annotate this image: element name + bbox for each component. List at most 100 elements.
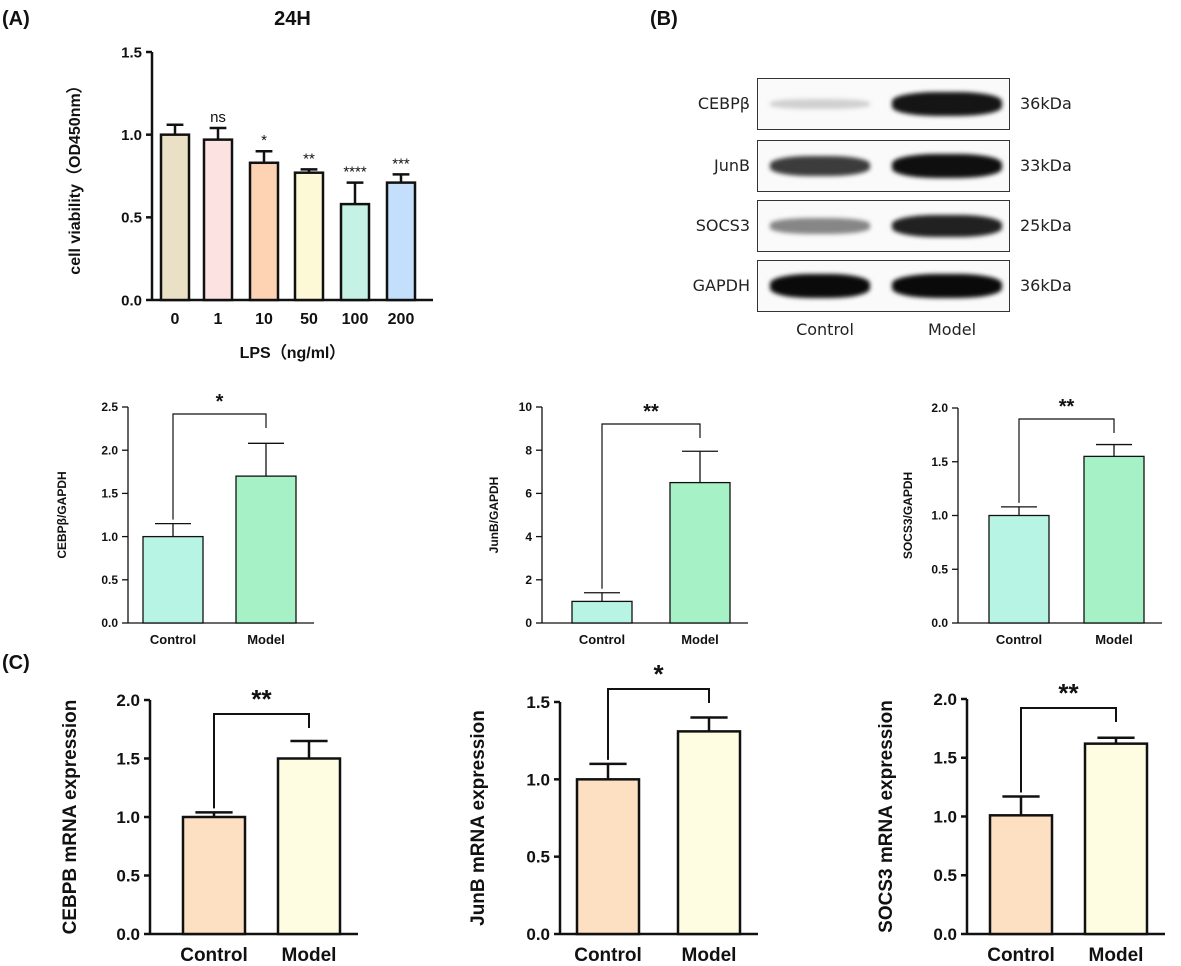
bar — [669, 481, 731, 624]
y-axis-label: SOCS3 mRNA expression — [876, 700, 897, 933]
significance-label: ** — [303, 150, 315, 167]
significance-label: * — [216, 391, 224, 413]
blot-band — [892, 274, 1002, 298]
y-tick-label: 0.5 — [931, 562, 948, 576]
y-tick-label: 1.0 — [101, 530, 118, 544]
y-tick-label: 0.5 — [121, 210, 142, 227]
y-tick-label: 2.0 — [116, 691, 140, 710]
significance-bracket — [1020, 707, 1117, 793]
bar — [159, 133, 191, 302]
blot-protein-label: SOCS3 — [695, 216, 750, 235]
category-label: 100 — [342, 311, 369, 328]
category-label: Control — [574, 945, 642, 966]
bar — [1083, 455, 1145, 624]
significance-label: ** — [251, 684, 272, 714]
bar — [988, 814, 1054, 936]
blot-band — [770, 99, 870, 109]
blot-lane-label: Control — [796, 320, 854, 339]
y-tick-label: 2 — [525, 573, 532, 587]
category-label: Control — [996, 632, 1042, 647]
y-axis-label: JunB mRNA expression — [468, 710, 489, 926]
y-tick-label: 2.0 — [931, 401, 948, 415]
y-tick-label: 0.5 — [101, 573, 118, 587]
y-tick-label: 1.0 — [121, 127, 142, 144]
panel-label-b: (B) — [650, 8, 678, 30]
bar — [248, 161, 280, 302]
blot-band — [770, 155, 870, 177]
blot-band — [770, 218, 870, 234]
significance-label: ** — [1059, 396, 1075, 418]
category-label: 1 — [214, 311, 223, 328]
blot-band — [892, 214, 1002, 238]
significance-label: * — [653, 659, 664, 689]
significance-label: * — [261, 132, 267, 149]
y-tick-label: 2.0 — [101, 443, 118, 457]
chart-title: 24H — [274, 8, 311, 30]
panel-label-a: (A) — [2, 8, 30, 30]
y-tick-label: 0.5 — [526, 848, 550, 867]
y-tick-label: 2.0 — [933, 690, 957, 709]
y-tick-label: 1.0 — [933, 807, 957, 826]
y-tick-label: 0.0 — [931, 616, 948, 630]
category-label: 0 — [171, 311, 180, 328]
category-label: Model — [247, 632, 285, 647]
y-tick-label: 8 — [525, 443, 532, 457]
y-tick-label: 1.5 — [933, 749, 957, 768]
significance-bracket — [1018, 418, 1115, 503]
category-label: Control — [987, 945, 1055, 966]
blot-kda-label: 25kDa — [1020, 216, 1072, 235]
significance-label: **** — [343, 164, 367, 181]
blot-band-box — [757, 140, 1010, 192]
y-tick-label: 1.5 — [931, 455, 948, 469]
category-label: Model — [282, 945, 337, 966]
category-label: 10 — [255, 311, 273, 328]
significance-label: ns — [210, 109, 226, 126]
blot-protein-label: JunB — [714, 156, 750, 175]
blot-kda-label: 33kDa — [1020, 156, 1072, 175]
y-tick-label: 0 — [525, 616, 532, 630]
y-tick-label: 0.0 — [526, 925, 550, 944]
y-tick-label: 1.5 — [526, 693, 550, 712]
significance-bracket — [172, 413, 267, 520]
chart-b2: 0 2 4 6 8 10 JunB/GAPDH Control Model ** — [487, 400, 748, 647]
y-tick-label: 1.0 — [116, 808, 140, 827]
y-tick-label: 0.0 — [933, 925, 957, 944]
chart-a: 0.0 0.5 1.0 1.5 cell viability（OD450nm） 0 1 ns 1… — [66, 8, 433, 362]
y-tick-label: 4 — [525, 530, 532, 544]
significance-bracket — [607, 688, 710, 760]
chart-b3: 0.0 0.5 1.0 1.5 2.0 SOCS3/GAPDH Control Model ** — [901, 396, 1162, 647]
chart-b1: 0.0 0.5 1.0 1.5 2.0 2.5 CEBPβ/GAPDH Control Mode… — [55, 391, 314, 647]
blot-band-box — [757, 260, 1010, 312]
bar — [385, 181, 417, 302]
blot-kda-label: 36kDa — [1020, 94, 1072, 113]
chart-c3: 0.0 0.5 1.0 1.5 2.0 SOCS3 mRNA expression Cont… — [876, 678, 1165, 966]
y-tick-label: 1.5 — [121, 44, 142, 61]
y-tick-label: 0.5 — [116, 866, 140, 885]
blot-band-box — [757, 200, 1010, 252]
blot-protein-label: GAPDH — [692, 276, 750, 295]
y-axis-label: cell viability（OD450nm） — [66, 77, 84, 274]
category-label: Model — [1095, 632, 1133, 647]
bar — [235, 475, 297, 624]
bar — [142, 535, 204, 624]
significance-bracket — [213, 713, 310, 809]
bar — [202, 138, 234, 302]
blot-lane-label: Model — [927, 320, 977, 339]
y-tick-label: 1.0 — [931, 509, 948, 523]
y-axis-label: JunB/GAPDH — [487, 477, 501, 554]
bar — [676, 730, 742, 936]
y-tick-label: 1.5 — [101, 487, 118, 501]
category-label: Model — [1089, 945, 1144, 966]
y-axis-label: CEBPβ/GAPDH — [55, 471, 69, 558]
chart-c1: 0.0 0.5 1.0 1.5 2.0 CEBPB mRNA expression Cont… — [60, 684, 358, 966]
significance-label: ** — [1058, 678, 1079, 708]
bar — [181, 815, 247, 936]
bar — [988, 514, 1050, 624]
x-axis-label: LPS（ng/ml） — [240, 344, 346, 362]
y-tick-label: 2.5 — [101, 400, 118, 414]
panel-label-c: (C) — [2, 652, 30, 674]
category-label: Control — [579, 632, 625, 647]
bar — [276, 757, 342, 936]
chart-c2: 0.0 0.5 1.0 1.5 JunB mRNA expression Control M… — [468, 659, 758, 966]
category-label: 200 — [388, 311, 415, 328]
